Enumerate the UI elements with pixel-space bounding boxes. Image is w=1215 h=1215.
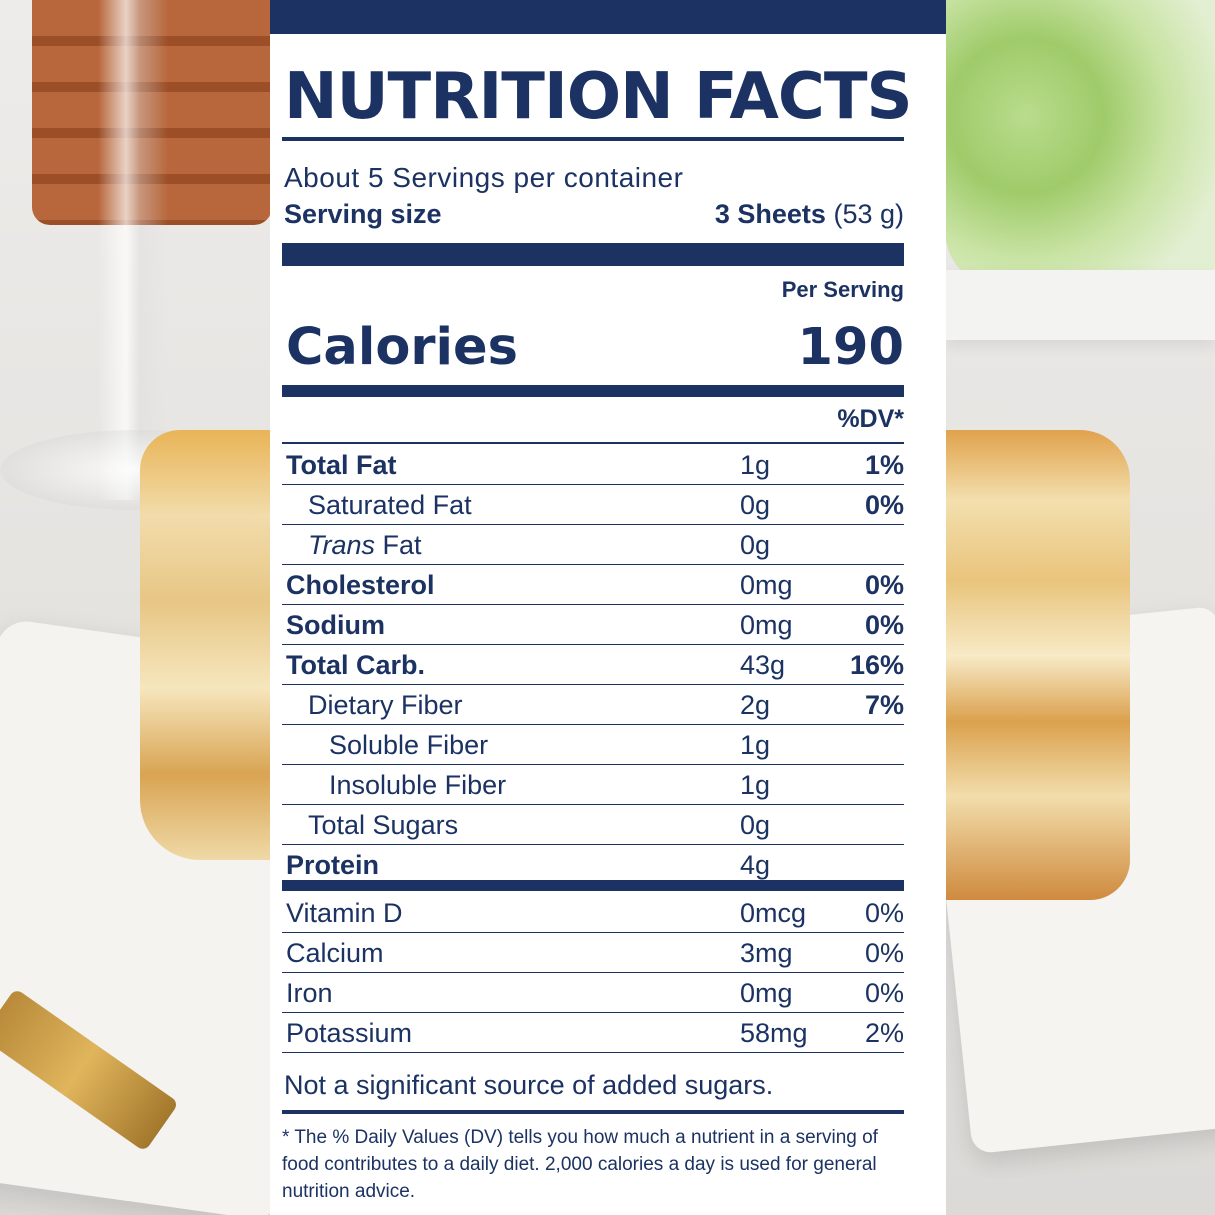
footnote-divider: [282, 1110, 904, 1114]
wine-glass-image: [98, 0, 168, 500]
nutrient-dv: 0%: [864, 610, 904, 640]
serving-size-weight: (53 g): [833, 199, 904, 229]
label-title: NUTRITION FACTS: [284, 60, 913, 134]
nutrient-name: Total Sugars: [308, 810, 459, 840]
nutrient-name: Trans Fat: [308, 530, 422, 561]
nutrient-table: Total Fat 1g 1% Saturated Fat 0g 0% Tran…: [282, 445, 904, 884]
vitamin-row-potassium: Potassium 58mg 2%: [282, 1013, 904, 1053]
nutrient-row-insoluble-fiber: Insoluble Fiber 1g: [282, 765, 904, 805]
nutrient-row-cholesterol: Cholesterol 0mg 0%: [282, 565, 904, 605]
serving-size-value: 3 Sheets (53 g): [715, 199, 904, 230]
nutrition-facts-panel: NUTRITION FACTS About 5 Servings per con…: [270, 0, 946, 1215]
vitamin-row-iron: Iron 0mg 0%: [282, 973, 904, 1013]
vitamin-name: Potassium: [286, 1018, 413, 1048]
nutrient-amount: 0g: [740, 490, 771, 520]
nutrient-amount: 0g: [740, 810, 771, 840]
nutrient-dv: 1%: [864, 450, 904, 480]
vitamin-name: Vitamin D: [286, 898, 403, 928]
nutrient-name-italic: Trans: [308, 530, 376, 560]
nutrient-dv: 7%: [864, 690, 904, 720]
nutrient-row-total-carb: Total Carb. 43g 16%: [282, 645, 904, 685]
vitamin-name: Iron: [286, 978, 333, 1008]
nutrient-amount: 0mg: [740, 570, 793, 600]
nutrient-amount: 0mg: [740, 610, 793, 640]
vitamin-row-vitamin-d: Vitamin D 0mcg 0%: [282, 893, 904, 933]
vitamin-table: Vitamin D 0mcg 0% Calcium 3mg 0% Iron 0m…: [282, 893, 904, 1053]
lasagna-image: [140, 430, 290, 860]
nutrient-row-dietary-fiber: Dietary Fiber 2g 7%: [282, 685, 904, 725]
title-divider: [282, 137, 904, 141]
salad-image: [945, 0, 1215, 290]
nutrient-dv: 0%: [864, 570, 904, 600]
serving-size-amount: 3 Sheets: [714, 199, 826, 229]
dv-divider: [282, 442, 904, 444]
vitamin-dv: 0%: [864, 978, 904, 1008]
nutrient-amount: 2g: [740, 690, 771, 720]
nutrient-name: Cholesterol: [286, 570, 435, 600]
nutrient-name: Saturated Fat: [308, 490, 472, 520]
daily-value-footnote: * The % Daily Values (DV) tells you how …: [282, 1127, 878, 1202]
nutrient-dv: 16%: [849, 650, 904, 680]
daily-value-header: %DV*: [837, 405, 904, 433]
vitamin-amount: 0mg: [740, 978, 793, 1008]
vitamin-amount: 3mg: [740, 938, 793, 968]
nutrient-row-saturated-fat: Saturated Fat 0g 0%: [282, 485, 904, 525]
nutrient-name: Insoluble Fiber: [329, 770, 507, 800]
nutrient-name: Dietary Fiber: [308, 690, 463, 720]
added-sugars-note: Not a significant source of added sugars…: [284, 1070, 774, 1100]
lasagna-image: [945, 430, 1130, 900]
per-serving-label: Per Serving: [781, 277, 904, 302]
vitamin-row-calcium: Calcium 3mg 0%: [282, 933, 904, 973]
nutrient-amount: 0g: [740, 530, 771, 560]
nutrient-amount: 1g: [740, 730, 771, 760]
nutrient-name: Total Fat: [286, 450, 397, 480]
nutrient-row-sodium: Sodium 0mg 0%: [282, 605, 904, 645]
calories-label: Calories: [286, 318, 518, 377]
nutrient-row-total-fat: Total Fat 1g 1%: [282, 445, 904, 485]
nutrient-amount: 1g: [740, 770, 771, 800]
vitamin-name: Calcium: [286, 938, 384, 968]
nutrient-name: Sodium: [286, 610, 385, 640]
vitamin-dv: 0%: [864, 898, 904, 928]
nutrient-name: Protein: [286, 850, 380, 880]
nutrient-name: Total Carb.: [286, 650, 426, 680]
servings-per-container: About 5 Servings per container: [284, 162, 684, 193]
calories-value: 190: [797, 318, 904, 377]
vitamin-dv: 2%: [864, 1018, 904, 1048]
nutrient-amount: 43g: [740, 650, 786, 680]
thick-divider: [282, 243, 904, 266]
vitamin-amount: 58mg: [740, 1018, 808, 1048]
vitamin-dv: 0%: [864, 938, 904, 968]
calories-divider: [282, 385, 904, 397]
nutrient-amount: 1g: [740, 450, 771, 480]
nutrient-name-rest: Fat: [375, 530, 422, 560]
nutrient-row-protein: Protein 4g: [282, 845, 904, 884]
serving-size-label: Serving size: [284, 199, 442, 229]
nutrient-dv: 0%: [864, 490, 904, 520]
salad-plate-image: [945, 270, 1215, 340]
nutrient-name: Soluble Fiber: [329, 730, 489, 760]
vitamin-amount: 0mcg: [740, 898, 807, 928]
nutrient-row-total-sugars: Total Sugars 0g: [282, 805, 904, 845]
nutrient-row-soluble-fiber: Soluble Fiber 1g: [282, 725, 904, 765]
nutrient-amount: 4g: [740, 850, 771, 880]
vitamins-divider: [282, 880, 904, 891]
top-bar: [270, 0, 946, 34]
nutrient-row-trans-fat: Trans Fat 0g: [282, 525, 904, 565]
